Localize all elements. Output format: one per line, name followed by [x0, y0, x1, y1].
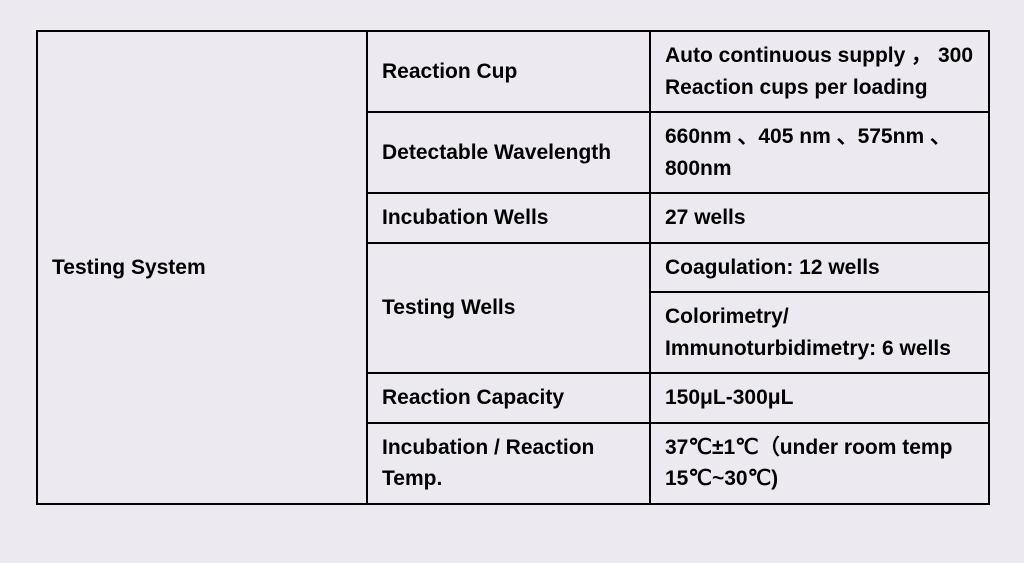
spec-label: Reaction Capacity [367, 373, 650, 423]
page-container: Testing System Reaction Cup Auto continu… [0, 0, 1024, 535]
category-cell: Testing System [37, 31, 367, 504]
spec-label: Reaction Cup [367, 31, 650, 112]
spec-value: Coagulation: 12 wells [650, 243, 989, 293]
spec-value: 150μL-300μL [650, 373, 989, 423]
spec-label: Detectable Wavelength [367, 112, 650, 193]
spec-value: Colorimetry/ Immunoturbidimetry: 6 wells [650, 292, 989, 373]
spec-value: 37℃±1℃（under room temp 15℃~30℃) [650, 423, 989, 504]
spec-value: 27 wells [650, 193, 989, 243]
spec-value: 660nm 、405 nm 、575nm 、 800nm [650, 112, 989, 193]
spec-table: Testing System Reaction Cup Auto continu… [36, 30, 990, 505]
spec-label: Incubation Wells [367, 193, 650, 243]
spec-label: Incubation / Reaction Temp. [367, 423, 650, 504]
table-row: Testing System Reaction Cup Auto continu… [37, 31, 989, 112]
spec-label: Testing Wells [367, 243, 650, 374]
spec-value: Auto continuous supply ， 300 Reaction cu… [650, 31, 989, 112]
